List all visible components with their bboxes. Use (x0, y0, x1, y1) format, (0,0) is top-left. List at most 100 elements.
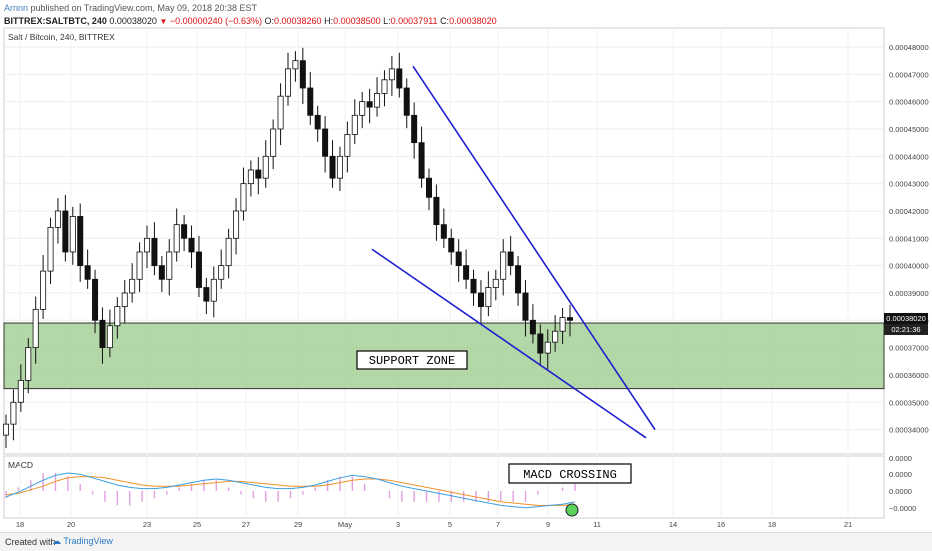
support-zone-text: SUPPORT ZONE (369, 354, 455, 368)
candle (62, 194, 69, 262)
signal-line (5, 476, 576, 506)
macd-tick-label: −0.0000 (889, 504, 916, 513)
time-tick-label: 14 (669, 520, 677, 529)
price-chart[interactable]: Salt / Bitcoin, 240, BITTREX MACD 0.0004… (0, 0, 932, 532)
candle (515, 256, 522, 306)
macd-title: MACD (8, 460, 33, 470)
candle (40, 254, 47, 319)
candle (247, 160, 254, 197)
time-tick-label: 9 (546, 520, 550, 529)
macd-tick-label: 0.0000 (889, 487, 912, 496)
tradingview-logo[interactable]: ☁ TradingView (52, 536, 113, 547)
candle (106, 309, 113, 358)
candle (195, 235, 202, 298)
price-tick-label: 0.00036000 (889, 371, 929, 380)
price-tick-label: 0.00039000 (889, 289, 929, 298)
footer-bar: Created with ☁ TradingView (0, 532, 932, 551)
candle (351, 99, 358, 145)
candle (329, 140, 336, 188)
price-tick-label: 0.00037000 (889, 344, 929, 353)
time-tick-label: 5 (448, 520, 452, 529)
time-tick-label: 18 (16, 520, 24, 529)
crossing-marker (565, 503, 579, 517)
candle (374, 77, 381, 117)
tradingview-brand: TradingView (63, 536, 113, 546)
candle (492, 269, 499, 301)
close-label: C: (440, 16, 450, 26)
price-tick-label: 0.00048000 (889, 43, 929, 52)
time-tick-label: 7 (496, 520, 500, 529)
candle (507, 235, 514, 276)
lower-trendline (371, 248, 647, 439)
candle (425, 168, 432, 211)
candle (403, 78, 410, 129)
low-label: L: (383, 16, 391, 26)
candle (143, 225, 150, 269)
candle (255, 157, 262, 195)
time-tick-label: 27 (242, 520, 250, 529)
candle (411, 102, 418, 159)
candle (69, 206, 76, 265)
candle (440, 208, 447, 248)
candle (463, 249, 470, 289)
price-tick-label: 0.00047000 (889, 70, 929, 79)
candle (203, 277, 210, 315)
open-value: 0.00038260 (273, 16, 322, 26)
macd-tick-label: 0.0000 (889, 454, 912, 463)
candle (433, 184, 440, 241)
candle (418, 126, 425, 188)
price-tick-label: 0.00043000 (889, 180, 929, 189)
candle (218, 249, 225, 289)
support-zone-label: SUPPORT ZONE (356, 350, 468, 370)
time-tick-label: 16 (717, 520, 725, 529)
candle (552, 315, 559, 352)
price-tick-label: 0.00042000 (889, 207, 929, 216)
candle (381, 70, 388, 107)
candle (455, 239, 462, 282)
publish-info: Arnnn published on TradingView.com, May … (4, 3, 257, 13)
candle (544, 329, 551, 370)
candle (537, 324, 544, 366)
symbol-label: BITTREX:SALTBTC, 240 (4, 16, 107, 26)
macd-crossing-text: MACD CROSSING (523, 468, 617, 482)
candle (92, 269, 99, 334)
time-tick-label: May (338, 520, 352, 529)
time-tick-label: 20 (67, 520, 75, 529)
candle (25, 338, 32, 394)
macd-line (5, 472, 576, 509)
candle (448, 228, 455, 265)
countdown-tag (884, 324, 928, 335)
price-tick-label: 0.00040000 (889, 262, 929, 271)
candle (181, 215, 188, 252)
price-change: −0.00000240 (−0.63%) (169, 16, 262, 26)
author-link[interactable]: Arnnn (4, 3, 29, 13)
candle (166, 239, 173, 296)
high-value: 0.00038500 (333, 16, 381, 26)
cloud-icon: ☁ (52, 536, 61, 546)
current-price-tag (884, 313, 928, 324)
time-tick-label: 25 (193, 520, 201, 529)
candle (529, 304, 536, 344)
candle (314, 105, 321, 142)
candle (307, 71, 314, 125)
candle (470, 269, 477, 306)
candle (485, 271, 492, 317)
candle (84, 249, 91, 289)
candle (500, 239, 507, 296)
candle (151, 222, 158, 276)
ohlc-line: BITTREX:SALTBTC, 240 0.00038020 ▼ −0.000… (4, 16, 497, 26)
macd-tick-label: 0.0000 (889, 470, 912, 479)
candle (188, 225, 195, 269)
pane-title: Salt / Bitcoin, 240, BITTREX (8, 32, 115, 42)
candle (3, 414, 9, 448)
publish-text: published on TradingView.com, May 09, 20… (30, 3, 258, 13)
candle (121, 280, 128, 323)
current-price-value: 0.00038020 (886, 314, 926, 323)
candle (388, 56, 395, 96)
price-tick-label: 0.00034000 (889, 426, 929, 435)
candle (17, 364, 24, 412)
down-triangle-icon: ▼ (159, 17, 168, 26)
candle (32, 296, 39, 364)
candle (240, 167, 247, 221)
candle (336, 146, 343, 192)
